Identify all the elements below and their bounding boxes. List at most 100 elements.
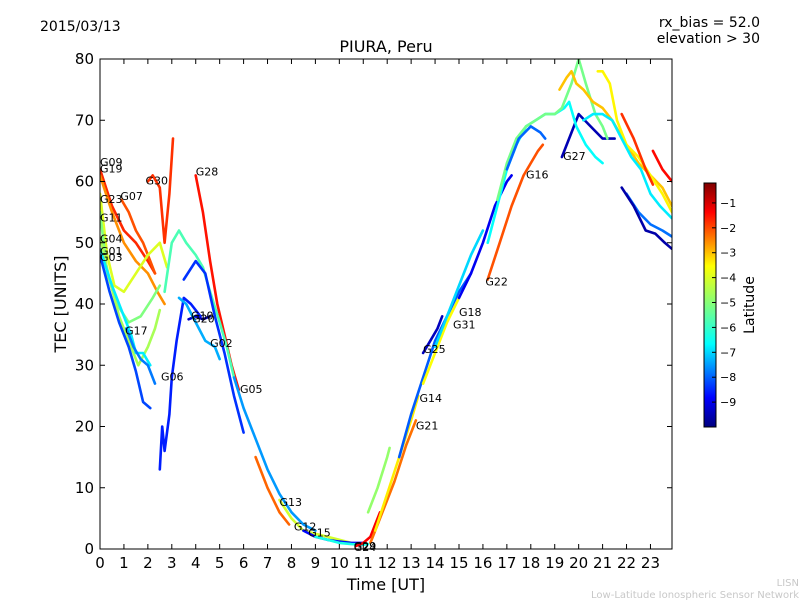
y-tick-label: 20 [75, 418, 94, 436]
x-tick-label: 0 [95, 554, 105, 572]
satellite-label-g05: G05 [240, 383, 263, 396]
satellite-label-g06: G06 [161, 371, 184, 384]
y-tick-label: 40 [75, 295, 94, 313]
series-line-g24 [314, 535, 370, 546]
x-tick-label: 13 [402, 554, 421, 572]
plot-area [100, 59, 672, 549]
colorbar-tick-label: −2 [720, 222, 736, 235]
colorbar-label: Latitude [742, 276, 758, 334]
x-tick-label: 16 [473, 554, 492, 572]
series-line-g18 [421, 296, 461, 385]
series-line-g15 [278, 498, 353, 545]
x-tick-label: 17 [497, 554, 516, 572]
colorbar-tick-label: −5 [720, 297, 736, 310]
x-tick-label: 1 [119, 554, 129, 572]
colorbar-tick-label: −3 [720, 247, 736, 260]
x-tick-label: 15 [449, 554, 468, 572]
satellite-label-g04: G04 [100, 233, 123, 246]
x-tick-label: 9 [311, 554, 321, 572]
satellite-label-g16: G16 [526, 168, 549, 181]
x-tick-label: 8 [287, 554, 297, 572]
y-tick-label: 80 [75, 50, 94, 68]
series-line-g06 [158, 296, 202, 471]
footer-org-long: Low-Latitude Ionospheric Sensor Network [591, 590, 799, 600]
satellite-label-g28: G28 [196, 165, 219, 178]
satellite-label-g24: G24 [354, 541, 377, 554]
series-line-g37 [596, 70, 672, 214]
y-tick-label: 10 [75, 479, 94, 497]
x-tick-label: 23 [641, 554, 660, 572]
series-line-g13 [232, 376, 317, 532]
series-line-g30 [146, 137, 175, 245]
colorbar [703, 182, 717, 428]
satellite-label-g25: G25 [423, 343, 446, 356]
series-line-g12 [254, 455, 291, 526]
colorbar-tick-label: −8 [720, 371, 736, 384]
series-line-g39 [620, 112, 655, 186]
colorbar-tick-label: −9 [720, 396, 736, 409]
series-line-g03 [100, 253, 152, 410]
satellite-label-g13: G13 [279, 496, 302, 509]
series-line-g01 [100, 247, 152, 367]
series-line-g16 [457, 174, 513, 300]
satellite-label-g02: G02 [210, 337, 233, 350]
x-tick-label: 18 [521, 554, 540, 572]
colorbar-tick-label: −7 [720, 346, 736, 359]
x-tick-label: 3 [167, 554, 177, 572]
series-line-g25 [421, 315, 444, 355]
series-line-g31 [397, 272, 473, 459]
x-axis-label: Time [UT] [346, 575, 425, 594]
series-line-g02 [177, 296, 221, 361]
elevation-label: elevation > 30 [657, 31, 760, 47]
series-line-g35 [505, 125, 547, 171]
series-line-g05 [182, 259, 245, 434]
series-line-g20 [163, 229, 236, 379]
x-axis: 0 1 2 3 4 5 6 7 8 9 10 11 12 13 14 15 16 17 18 19 20 21 22 23 [95, 59, 660, 572]
satellite-label-g30: G30 [145, 175, 168, 188]
x-tick-label: 19 [545, 554, 564, 572]
satellite-label-g10: G10 [191, 309, 214, 322]
satellite-label-g31: G31 [453, 318, 476, 331]
y-axis-label: TEC [UNITS] [51, 256, 70, 354]
satellite-label-g18: G18 [459, 306, 482, 319]
y-tick-label: 60 [75, 173, 94, 191]
x-tick-label: 7 [263, 554, 273, 572]
satellite-label-g11: G11 [100, 211, 123, 224]
satellite-label-g23: G23 [100, 193, 123, 206]
satellite-label-g21: G21 [416, 420, 439, 433]
x-tick-label: 12 [378, 554, 397, 572]
chart-title: PIURA, Peru [339, 37, 432, 56]
series-line-g40 [651, 149, 672, 183]
satellite-label-g22: G22 [485, 276, 508, 289]
series-line-g07 [120, 198, 157, 275]
colorbar-tick-label: −4 [720, 272, 736, 285]
series-line-g09 [100, 168, 157, 275]
y-tick-label: 70 [75, 111, 94, 129]
series-line-g17 [125, 327, 157, 385]
series-line-g42 [620, 186, 672, 251]
satellite-label-g19: G19 [100, 162, 123, 175]
series-line-g23 [100, 192, 169, 294]
satellite-label-g17: G17 [125, 325, 148, 338]
x-tick-label: 22 [617, 554, 636, 572]
y-tick-label: 30 [75, 356, 94, 374]
satellite-label-g29: G29 [354, 540, 377, 553]
satellite-label-g27: G27 [563, 150, 586, 163]
series-layer [100, 59, 672, 548]
y-axis: 0 10 20 30 40 50 60 70 80 [75, 50, 672, 558]
satellite-label-g20: G20 [192, 312, 215, 325]
x-tick-label: 2 [143, 554, 153, 572]
rx-bias-label: rx_bias = 52.0 [659, 15, 760, 31]
satellite-label-g15: G15 [308, 527, 331, 540]
x-tick-label: 11 [354, 554, 373, 572]
series-line-g22 [433, 229, 485, 349]
satellite-label-g09: G09 [100, 156, 123, 169]
satellite-label-g12: G12 [294, 521, 317, 534]
satellite-label-g14: G14 [420, 392, 443, 405]
x-tick-label: 10 [330, 554, 349, 572]
series-line-g32 [486, 143, 545, 281]
x-tick-label: 4 [191, 554, 201, 572]
y-tick-label: 50 [75, 234, 94, 252]
